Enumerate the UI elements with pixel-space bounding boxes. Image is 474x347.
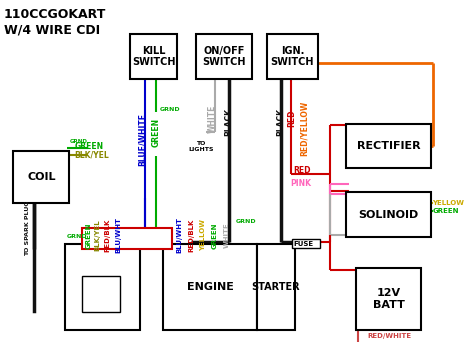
Text: IGN.
SWITCH: IGN. SWITCH xyxy=(271,46,314,67)
Text: TO
LIGHTS: TO LIGHTS xyxy=(188,141,214,152)
Text: RED: RED xyxy=(294,166,311,175)
Text: 110CCGOKART
W/4 WIRE CDI: 110CCGOKART W/4 WIRE CDI xyxy=(4,8,106,36)
FancyBboxPatch shape xyxy=(13,151,70,203)
Text: BLK/YEL: BLK/YEL xyxy=(95,220,100,251)
Text: GREEN: GREEN xyxy=(152,118,161,147)
Text: STARTER: STARTER xyxy=(252,282,300,292)
FancyBboxPatch shape xyxy=(356,268,421,330)
Text: WHITE: WHITE xyxy=(224,222,230,248)
Text: BLU/WHT: BLU/WHT xyxy=(177,218,183,253)
Text: YELLOW: YELLOW xyxy=(432,200,464,206)
Text: RECTIFIER: RECTIFIER xyxy=(357,141,420,151)
FancyBboxPatch shape xyxy=(257,244,295,330)
Text: GRND: GRND xyxy=(160,107,181,112)
Text: RED: RED xyxy=(287,110,296,127)
Text: RED/WHITE: RED/WHITE xyxy=(367,333,411,339)
Text: FUSE: FUSE xyxy=(293,241,313,247)
Text: RED/BLK: RED/BLK xyxy=(104,219,110,252)
Text: GRND: GRND xyxy=(67,234,87,239)
Text: CDI: CDI xyxy=(91,282,113,292)
Text: BLACK: BLACK xyxy=(276,108,285,136)
Text: TO SPARK PLUG: TO SPARK PLUG xyxy=(25,201,30,256)
Text: GRND: GRND xyxy=(236,219,257,224)
FancyBboxPatch shape xyxy=(130,34,177,79)
FancyBboxPatch shape xyxy=(346,124,431,168)
Text: GREEN: GREEN xyxy=(85,222,91,249)
Text: RED/BLK: RED/BLK xyxy=(189,219,194,252)
Text: RED/YELLOW: RED/YELLOW xyxy=(300,101,309,156)
FancyBboxPatch shape xyxy=(65,244,140,330)
Text: BLUE/WHITE: BLUE/WHITE xyxy=(137,112,146,166)
FancyBboxPatch shape xyxy=(346,193,431,237)
Text: GREEN: GREEN xyxy=(432,208,459,214)
Text: ENGINE: ENGINE xyxy=(187,282,234,292)
Text: GRND: GRND xyxy=(70,139,87,144)
Text: PINK: PINK xyxy=(290,179,311,188)
Text: 12V
BATT: 12V BATT xyxy=(373,288,404,310)
Text: BLU/WHT: BLU/WHT xyxy=(116,218,122,253)
FancyBboxPatch shape xyxy=(196,34,253,79)
FancyBboxPatch shape xyxy=(292,239,320,248)
Text: GREEN: GREEN xyxy=(74,142,103,151)
Text: KILL
SWITCH: KILL SWITCH xyxy=(132,46,176,67)
FancyBboxPatch shape xyxy=(82,276,120,312)
FancyBboxPatch shape xyxy=(164,244,257,330)
FancyBboxPatch shape xyxy=(266,34,318,79)
Text: COIL: COIL xyxy=(27,172,55,182)
Text: GREEN: GREEN xyxy=(212,222,218,249)
Text: BLK/YEL: BLK/YEL xyxy=(74,151,109,160)
Text: YELLOW: YELLOW xyxy=(200,219,206,252)
Text: ON/OFF
SWITCH: ON/OFF SWITCH xyxy=(202,46,246,67)
Text: BLACK: BLACK xyxy=(225,108,234,136)
Text: WHITE: WHITE xyxy=(208,104,217,133)
FancyBboxPatch shape xyxy=(82,228,172,248)
Text: SOLINOID: SOLINOID xyxy=(358,210,419,220)
